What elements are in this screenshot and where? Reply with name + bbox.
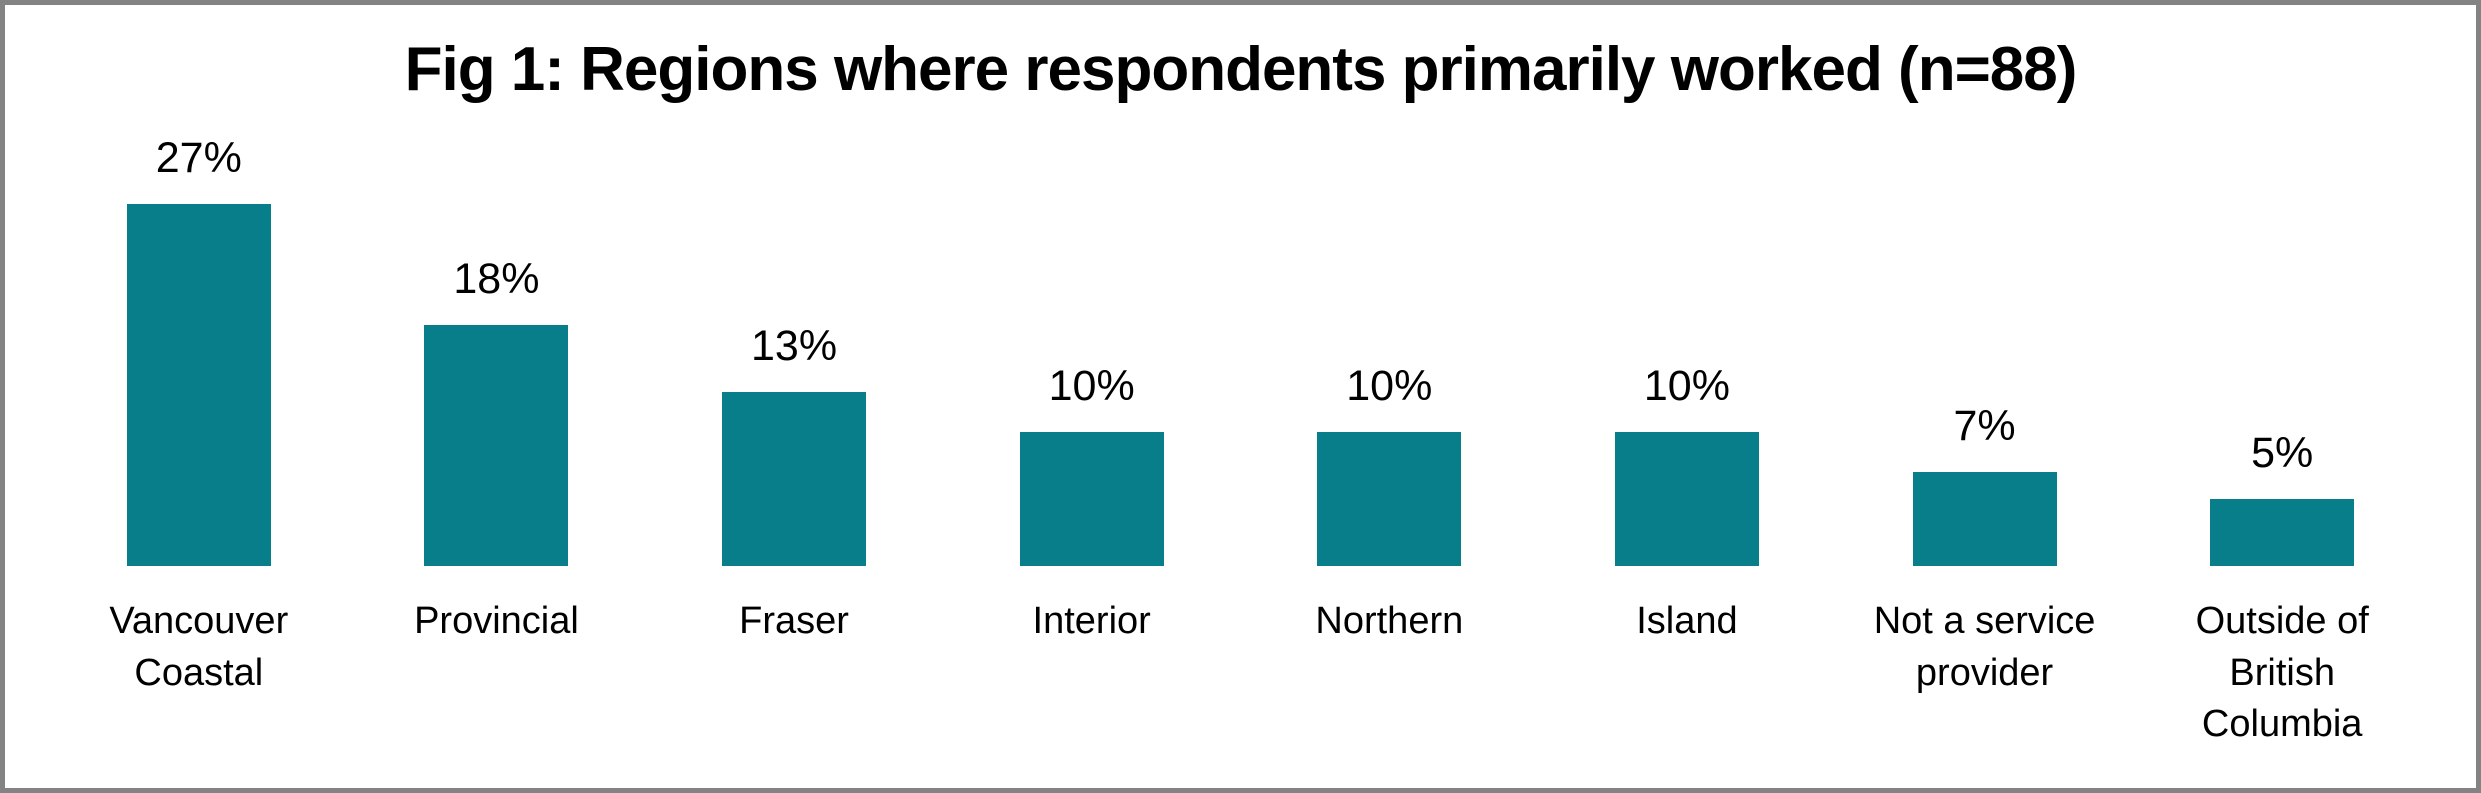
category-label: Interior	[943, 596, 1241, 750]
plot-column: 10%	[943, 362, 1241, 567]
bar	[1614, 432, 1759, 567]
data-label: 10%	[1643, 362, 1730, 411]
bar	[2210, 499, 2355, 567]
category-label-text: Not a service provider	[1873, 600, 2096, 694]
category-label: Provincial	[348, 596, 646, 750]
bar	[424, 325, 569, 567]
category-label-text: Interior	[1032, 600, 1151, 643]
data-label: 7%	[1953, 402, 2016, 451]
category-label-text: Outside of British Columbia	[2195, 600, 2369, 745]
bar	[1019, 432, 1164, 567]
category-label-text: Island	[1636, 600, 1738, 643]
category-axis: Vancouver Coastal Provincial Fraser Interio…	[5, 566, 2476, 750]
category-label-text: Vancouver Coastal	[109, 600, 289, 694]
category-label: Island	[1538, 596, 1836, 750]
category-label: Vancouver Coastal	[50, 596, 348, 750]
category-label-text: Fraser	[739, 600, 849, 643]
bar	[722, 392, 867, 567]
category-label: Outside of British Columbia	[2133, 596, 2431, 750]
plot-column: 18%	[348, 255, 646, 567]
chart-title: Fig 1: Regions where respondents primari…	[404, 35, 2078, 104]
data-label: 18%	[453, 255, 540, 304]
category-label: Fraser	[645, 596, 943, 750]
plot-column: 7%	[1836, 402, 2134, 567]
bar	[126, 204, 271, 567]
data-label: 13%	[751, 322, 838, 371]
category-label-text: Provincial	[414, 600, 579, 643]
data-label: 27%	[155, 134, 242, 183]
category-label-text: Northern	[1315, 600, 1464, 643]
plot-column: 10%	[1538, 362, 1836, 567]
bar	[1317, 432, 1462, 567]
plot-column: 5%	[2133, 429, 2431, 567]
category-label: Not a service provider	[1836, 596, 2134, 750]
plot-column: 13%	[645, 322, 943, 567]
plot-column: 27%	[50, 134, 348, 567]
category-label: Northern	[1241, 596, 1539, 750]
plot-column: 10%	[1241, 362, 1539, 567]
data-label: 10%	[1346, 362, 1433, 411]
data-label: 10%	[1048, 362, 1135, 411]
plot-area: 27% 18% 13% 10% 10% 10% 7% 5%	[5, 107, 2476, 567]
data-label: 5%	[2251, 429, 2314, 478]
bar	[1912, 472, 2057, 567]
